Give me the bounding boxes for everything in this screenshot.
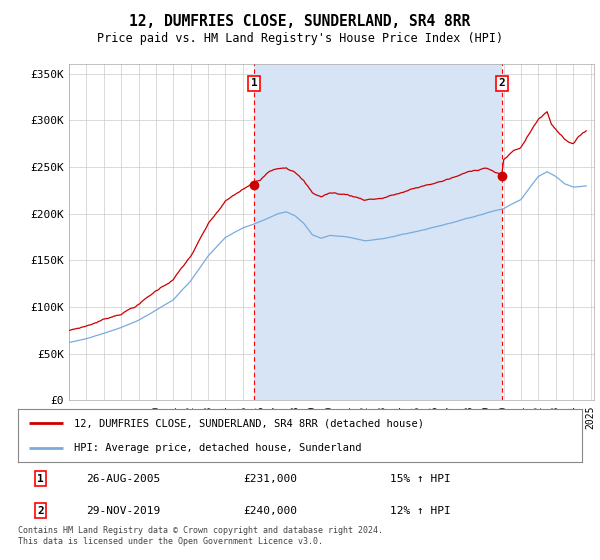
Text: Contains HM Land Registry data © Crown copyright and database right 2024.
This d: Contains HM Land Registry data © Crown c… (18, 526, 383, 546)
Text: 12, DUMFRIES CLOSE, SUNDERLAND, SR4 8RR: 12, DUMFRIES CLOSE, SUNDERLAND, SR4 8RR (130, 14, 470, 29)
Text: 2: 2 (499, 78, 505, 88)
Text: 26-AUG-2005: 26-AUG-2005 (86, 474, 160, 484)
Text: £231,000: £231,000 (244, 474, 298, 484)
Text: 1: 1 (37, 474, 44, 484)
Bar (254, 64, 502, 400)
Text: 12, DUMFRIES CLOSE, SUNDERLAND, SR4 8RR (detached house): 12, DUMFRIES CLOSE, SUNDERLAND, SR4 8RR … (74, 418, 424, 428)
Text: 1: 1 (251, 78, 257, 88)
Text: 29-NOV-2019: 29-NOV-2019 (86, 506, 160, 516)
Text: 2: 2 (37, 506, 44, 516)
Text: Price paid vs. HM Land Registry's House Price Index (HPI): Price paid vs. HM Land Registry's House … (97, 32, 503, 45)
Text: £240,000: £240,000 (244, 506, 298, 516)
Text: 15% ↑ HPI: 15% ↑ HPI (390, 474, 451, 484)
Text: HPI: Average price, detached house, Sunderland: HPI: Average price, detached house, Sund… (74, 442, 362, 452)
Text: 12% ↑ HPI: 12% ↑ HPI (390, 506, 451, 516)
